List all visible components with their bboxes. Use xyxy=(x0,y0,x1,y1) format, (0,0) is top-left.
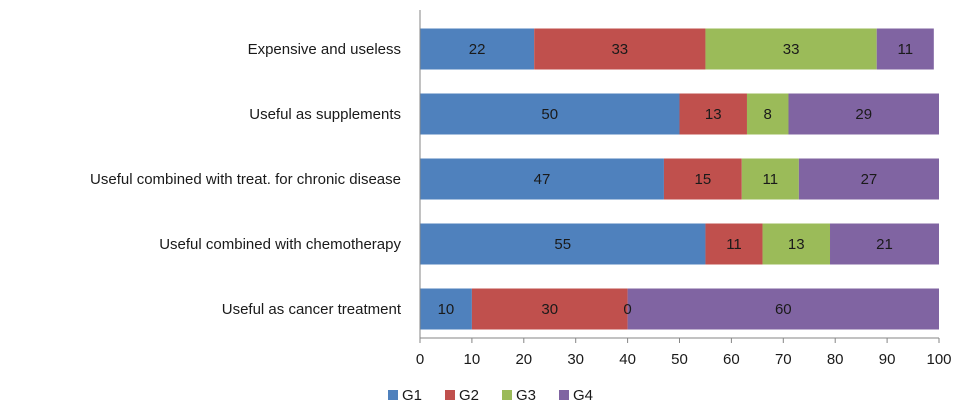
bar-g1-row-4 xyxy=(420,288,472,330)
data-label-g2-row-3: 11 xyxy=(726,236,742,253)
bar-g4-row-2 xyxy=(798,158,939,200)
data-label-g3-row-0: 33 xyxy=(783,41,800,58)
axes-layer: 0 10 20 30 40 50 60 70 80 90 100 xyxy=(416,10,952,368)
data-label-g1-row-4: 10 xyxy=(438,301,455,318)
data-label-g2-row-0: 33 xyxy=(611,41,628,58)
data-label-g4-row-1: 29 xyxy=(855,106,872,123)
x-tick-label-100: 100 xyxy=(926,351,951,368)
bar-g2-row-0 xyxy=(534,28,706,70)
data-label-g3-row-2: 11 xyxy=(763,171,779,188)
legend-label-g1: G1 xyxy=(402,387,422,404)
bar-g1-row-2 xyxy=(420,158,664,200)
bar-g1-row-0 xyxy=(420,28,535,70)
bar-g1-row-1 xyxy=(420,93,680,135)
legend-label-g4: G4 xyxy=(573,387,593,404)
data-label-g4-row-3: 21 xyxy=(876,236,893,253)
legend-swatch-g1 xyxy=(388,390,398,400)
bar-g2-row-1 xyxy=(679,93,747,135)
x-tick-label-30: 30 xyxy=(567,351,584,368)
data-label-g3-row-3: 13 xyxy=(788,236,805,253)
legend-label-g3: G3 xyxy=(516,387,536,404)
data-label-g3-row-4: 0 xyxy=(623,301,631,318)
legend-swatch-g4 xyxy=(559,390,569,400)
data-label-g1-row-0: 22 xyxy=(469,41,486,58)
x-tick-label-60: 60 xyxy=(723,351,740,368)
x-tick-label-50: 50 xyxy=(671,351,688,368)
x-tick-label-20: 20 xyxy=(515,351,532,368)
x-tick-label-90: 90 xyxy=(879,351,896,368)
data-label-g3-row-1: 8 xyxy=(764,106,772,123)
x-tick-label-70: 70 xyxy=(775,351,792,368)
bar-g2-row-2 xyxy=(663,158,742,200)
bar-g3-row-3 xyxy=(762,223,831,265)
bar-g4-row-4 xyxy=(627,288,939,330)
category-label-row-3: Useful combined with chemotherapy xyxy=(159,236,401,253)
category-label-row-4: Useful as cancer treatment xyxy=(222,301,402,318)
bar-g4-row-0 xyxy=(876,28,934,70)
bar-g4-row-3 xyxy=(830,223,939,265)
bar-g2-row-4 xyxy=(471,288,628,330)
data-label-g1-row-2: 47 xyxy=(534,171,551,188)
data-label-g4-row-4: 60 xyxy=(775,301,792,318)
bar-g1-row-3 xyxy=(420,223,706,265)
bars-layer xyxy=(420,28,939,330)
x-tick-label-10: 10 xyxy=(464,351,481,368)
data-label-g2-row-1: 13 xyxy=(705,106,722,123)
category-label-row-1: Useful as supplements xyxy=(249,106,401,123)
data-labels-layer: 22 33 33 11 50 13 8 29 47 15 11 27 55 11 13 21 10 30 0 60 xyxy=(438,41,913,318)
x-tick-label-40: 40 xyxy=(619,351,636,368)
legend-swatch-g2 xyxy=(445,390,455,400)
data-label-g1-row-1: 50 xyxy=(541,106,558,123)
bar-g4-row-1 xyxy=(788,93,939,135)
data-label-g4-row-0: 11 xyxy=(897,41,913,58)
legend: G1 G2 G3 G4 xyxy=(388,387,593,404)
category-labels-layer: Expensive and useless Useful as supplemen… xyxy=(90,41,402,318)
data-label-g1-row-3: 55 xyxy=(554,236,571,253)
data-label-g4-row-2: 27 xyxy=(861,171,878,188)
x-tick-label-80: 80 xyxy=(827,351,844,368)
data-label-g2-row-2: 15 xyxy=(695,171,712,188)
bar-g3-row-0 xyxy=(705,28,877,70)
category-label-row-0: Expensive and useless xyxy=(248,41,401,58)
bar-g2-row-3 xyxy=(705,223,763,265)
bar-g3-row-1 xyxy=(746,93,789,135)
legend-swatch-g3 xyxy=(502,390,512,400)
legend-label-g2: G2 xyxy=(459,387,479,404)
bar-g3-row-2 xyxy=(741,158,799,200)
category-label-row-2: Useful combined with treat. for chronic … xyxy=(90,171,401,188)
data-label-g2-row-4: 30 xyxy=(541,301,558,318)
x-tick-label-0: 0 xyxy=(416,351,424,368)
